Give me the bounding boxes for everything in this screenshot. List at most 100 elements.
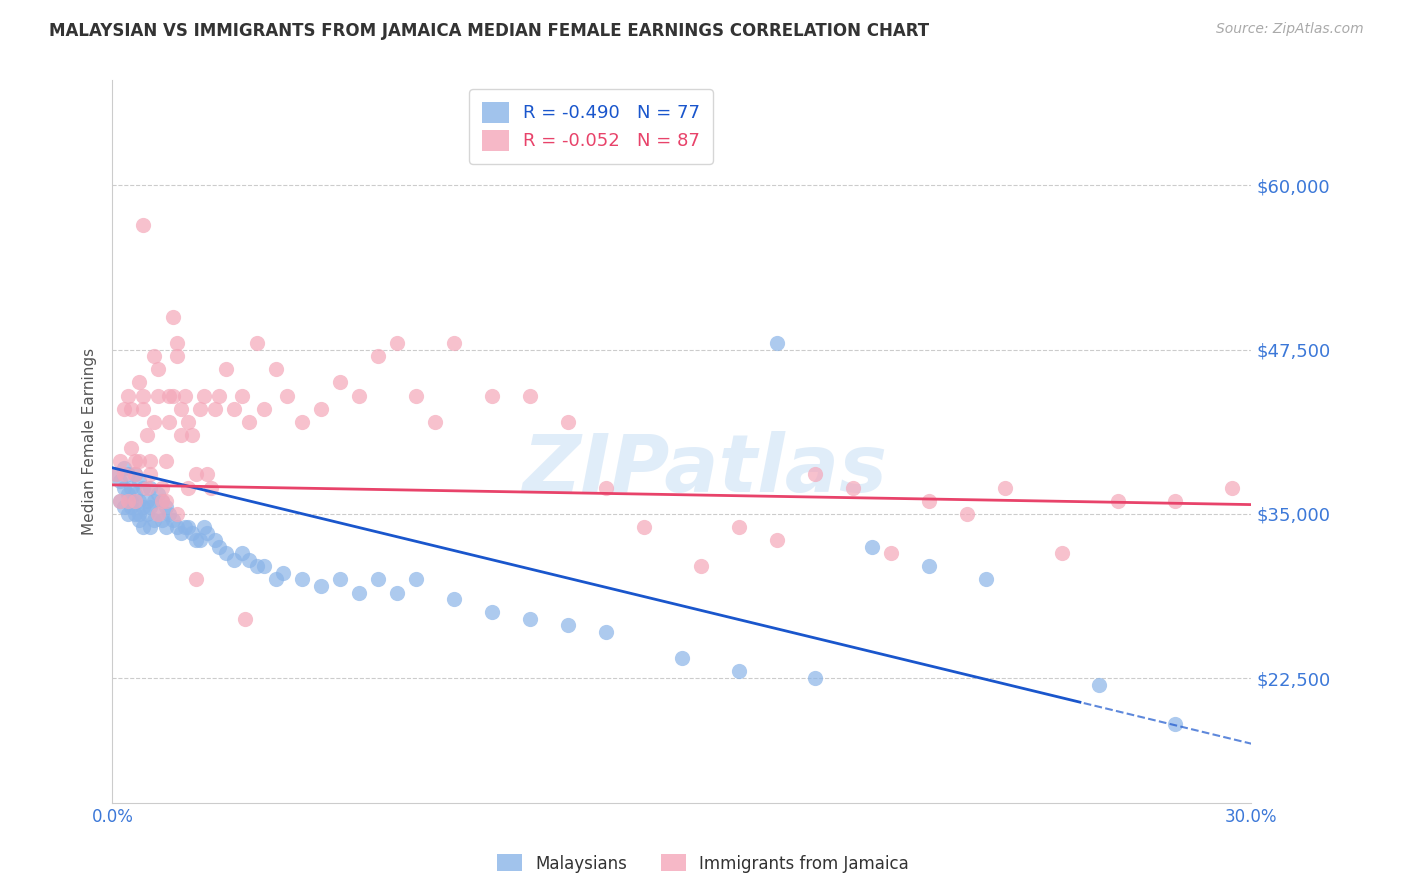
- Legend: R = -0.490   N = 77, R = -0.052   N = 87: R = -0.490 N = 77, R = -0.052 N = 87: [468, 89, 713, 163]
- Point: [235, 612, 257, 626]
- Point: [231, 546, 253, 560]
- Point: [105, 467, 128, 482]
- Point: [173, 388, 195, 402]
- Point: [188, 401, 211, 416]
- Point: [146, 507, 169, 521]
- Point: [143, 415, 166, 429]
- Point: [860, 540, 883, 554]
- Point: [918, 493, 941, 508]
- Point: [128, 474, 150, 488]
- Point: [238, 415, 260, 429]
- Point: [128, 493, 150, 508]
- Point: [108, 474, 131, 488]
- Point: [291, 415, 314, 429]
- Point: [195, 467, 219, 482]
- Point: [671, 651, 693, 665]
- Point: [443, 592, 465, 607]
- Point: [139, 481, 162, 495]
- Point: [276, 388, 298, 402]
- Point: [184, 533, 207, 547]
- Point: [146, 507, 169, 521]
- Point: [146, 388, 169, 402]
- Point: [349, 585, 371, 599]
- Point: [132, 481, 155, 495]
- Point: [132, 388, 155, 402]
- Point: [132, 500, 155, 515]
- Point: [112, 500, 135, 515]
- Point: [108, 493, 131, 508]
- Point: [349, 388, 371, 402]
- Point: [155, 500, 177, 515]
- Point: [112, 481, 135, 495]
- Point: [105, 467, 128, 482]
- Point: [918, 559, 941, 574]
- Point: [595, 625, 617, 640]
- Point: [143, 493, 166, 508]
- Point: [124, 493, 146, 508]
- Point: [132, 520, 155, 534]
- Point: [162, 310, 184, 324]
- Point: [143, 349, 166, 363]
- Point: [166, 507, 188, 521]
- Point: [519, 388, 541, 402]
- Point: [135, 507, 157, 521]
- Point: [193, 388, 215, 402]
- Point: [481, 388, 503, 402]
- Point: [181, 526, 204, 541]
- Point: [519, 612, 541, 626]
- Point: [309, 579, 333, 593]
- Point: [215, 546, 238, 560]
- Point: [128, 376, 150, 390]
- Point: [367, 573, 389, 587]
- Point: [385, 585, 409, 599]
- Point: [200, 481, 222, 495]
- Point: [128, 454, 150, 468]
- Point: [264, 573, 287, 587]
- Point: [139, 500, 162, 515]
- Point: [121, 441, 143, 455]
- Point: [1050, 546, 1073, 560]
- Point: [155, 493, 177, 508]
- Point: [208, 388, 231, 402]
- Point: [1108, 493, 1130, 508]
- Point: [112, 467, 135, 482]
- Point: [728, 520, 751, 534]
- Point: [557, 618, 579, 632]
- Point: [117, 467, 139, 482]
- Point: [246, 559, 269, 574]
- Point: [804, 467, 827, 482]
- Point: [993, 481, 1015, 495]
- Point: [443, 336, 465, 351]
- Point: [117, 388, 139, 402]
- Point: [222, 553, 245, 567]
- Point: [146, 362, 169, 376]
- Point: [150, 513, 173, 527]
- Point: [405, 573, 427, 587]
- Point: [166, 349, 188, 363]
- Text: Source: ZipAtlas.com: Source: ZipAtlas.com: [1216, 22, 1364, 37]
- Point: [128, 507, 150, 521]
- Point: [329, 376, 352, 390]
- Point: [804, 671, 827, 685]
- Point: [425, 415, 447, 429]
- Point: [170, 428, 193, 442]
- Point: [139, 454, 162, 468]
- Point: [841, 481, 863, 495]
- Point: [124, 454, 146, 468]
- Point: [135, 481, 157, 495]
- Point: [246, 336, 269, 351]
- Point: [170, 526, 193, 541]
- Point: [974, 573, 997, 587]
- Point: [177, 481, 200, 495]
- Point: [367, 349, 389, 363]
- Point: [150, 481, 173, 495]
- Point: [117, 493, 139, 508]
- Point: [117, 487, 139, 501]
- Point: [139, 520, 162, 534]
- Point: [1164, 717, 1187, 731]
- Point: [193, 520, 215, 534]
- Point: [309, 401, 333, 416]
- Point: [271, 566, 295, 580]
- Point: [253, 401, 276, 416]
- Point: [177, 415, 200, 429]
